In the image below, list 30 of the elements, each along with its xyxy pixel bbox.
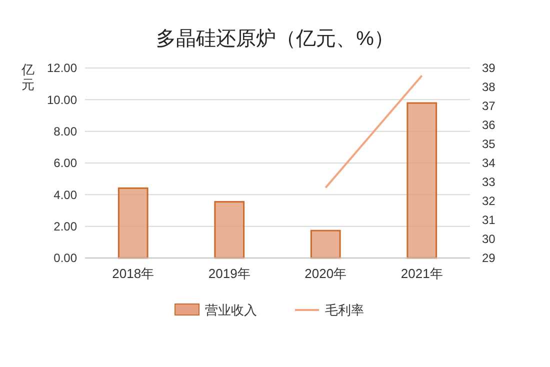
y-axis-title: 亿元 bbox=[20, 62, 34, 92]
y2-tick-label: 29 bbox=[482, 251, 496, 266]
y-tick-label: 0.00 bbox=[54, 251, 78, 266]
bar bbox=[406, 102, 438, 259]
y2-tick-label: 31 bbox=[482, 213, 496, 228]
y-tick-label: 12.00 bbox=[46, 61, 78, 76]
x-tick-label: 2019年 bbox=[208, 266, 250, 281]
legend-label: 营业收入 bbox=[205, 302, 257, 318]
y2-tick-label: 39 bbox=[482, 61, 496, 76]
y-tick-label: 10.00 bbox=[46, 92, 78, 107]
chart-title: 多晶硅还原炉（亿元、%） bbox=[156, 28, 394, 50]
x-tick-label: 2021年 bbox=[400, 266, 443, 281]
bar bbox=[118, 187, 148, 259]
y2-tick-label: 32 bbox=[482, 194, 496, 208]
bar bbox=[214, 201, 245, 259]
y-tick-label: 2.00 bbox=[54, 220, 78, 234]
y2-tick-label: 33 bbox=[482, 175, 496, 190]
y-tick-label: 4.00 bbox=[54, 188, 78, 202]
y2-tick-label: 36 bbox=[482, 118, 496, 132]
y2-tick-label: 35 bbox=[482, 137, 496, 152]
x-tick-label: 2018年 bbox=[112, 266, 154, 281]
y2-tick-label: 30 bbox=[482, 232, 496, 246]
y2-tick-label: 38 bbox=[482, 80, 496, 94]
bar bbox=[310, 230, 341, 259]
y2-tick-label: 34 bbox=[482, 156, 496, 170]
y2-tick-label: 37 bbox=[482, 99, 496, 114]
legend-label: 毛利率 bbox=[325, 302, 364, 318]
y-tick-label: 8.00 bbox=[54, 124, 78, 139]
x-tick-label: 2020年 bbox=[304, 266, 347, 281]
y-tick-label: 6.00 bbox=[54, 156, 78, 170]
